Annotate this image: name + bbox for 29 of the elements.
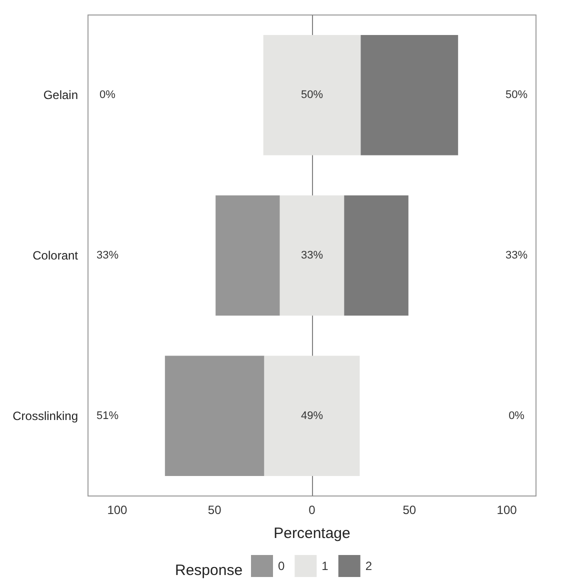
data-label: 33% — [506, 250, 528, 262]
x-tick-label: 0 — [308, 503, 316, 517]
y-tick-label: Colorant — [32, 248, 79, 262]
data-label: 33% — [300, 250, 324, 262]
x-tick-label: 100 — [496, 503, 518, 517]
legend-label: 0 — [278, 559, 285, 573]
y-tick-label: Crosslinking — [12, 408, 78, 423]
bar — [280, 195, 344, 316]
data-label: 0% — [100, 89, 116, 102]
x-axis-title: Percentage — [274, 525, 350, 542]
legend-title: Response — [175, 562, 243, 579]
y-tick-label: Gelain — [43, 88, 78, 102]
bar — [360, 35, 458, 156]
x-tick-label: 50 — [208, 503, 222, 517]
x-tick-label: 100 — [107, 503, 128, 517]
data-label: 0% — [508, 410, 525, 422]
data-label: 50% — [300, 89, 324, 102]
bar — [344, 195, 408, 316]
data-label: 50% — [506, 89, 528, 102]
data-label: 33% — [96, 250, 119, 262]
bar — [264, 356, 360, 476]
data-label: 51% — [96, 410, 119, 422]
bar — [164, 356, 264, 476]
legend-label: 1 — [322, 559, 329, 573]
x-tick-label: 50 — [402, 503, 416, 517]
bar — [263, 35, 361, 156]
data-label: 49% — [300, 410, 324, 422]
bar — [216, 195, 280, 316]
legend-label: 2 — [365, 559, 372, 573]
